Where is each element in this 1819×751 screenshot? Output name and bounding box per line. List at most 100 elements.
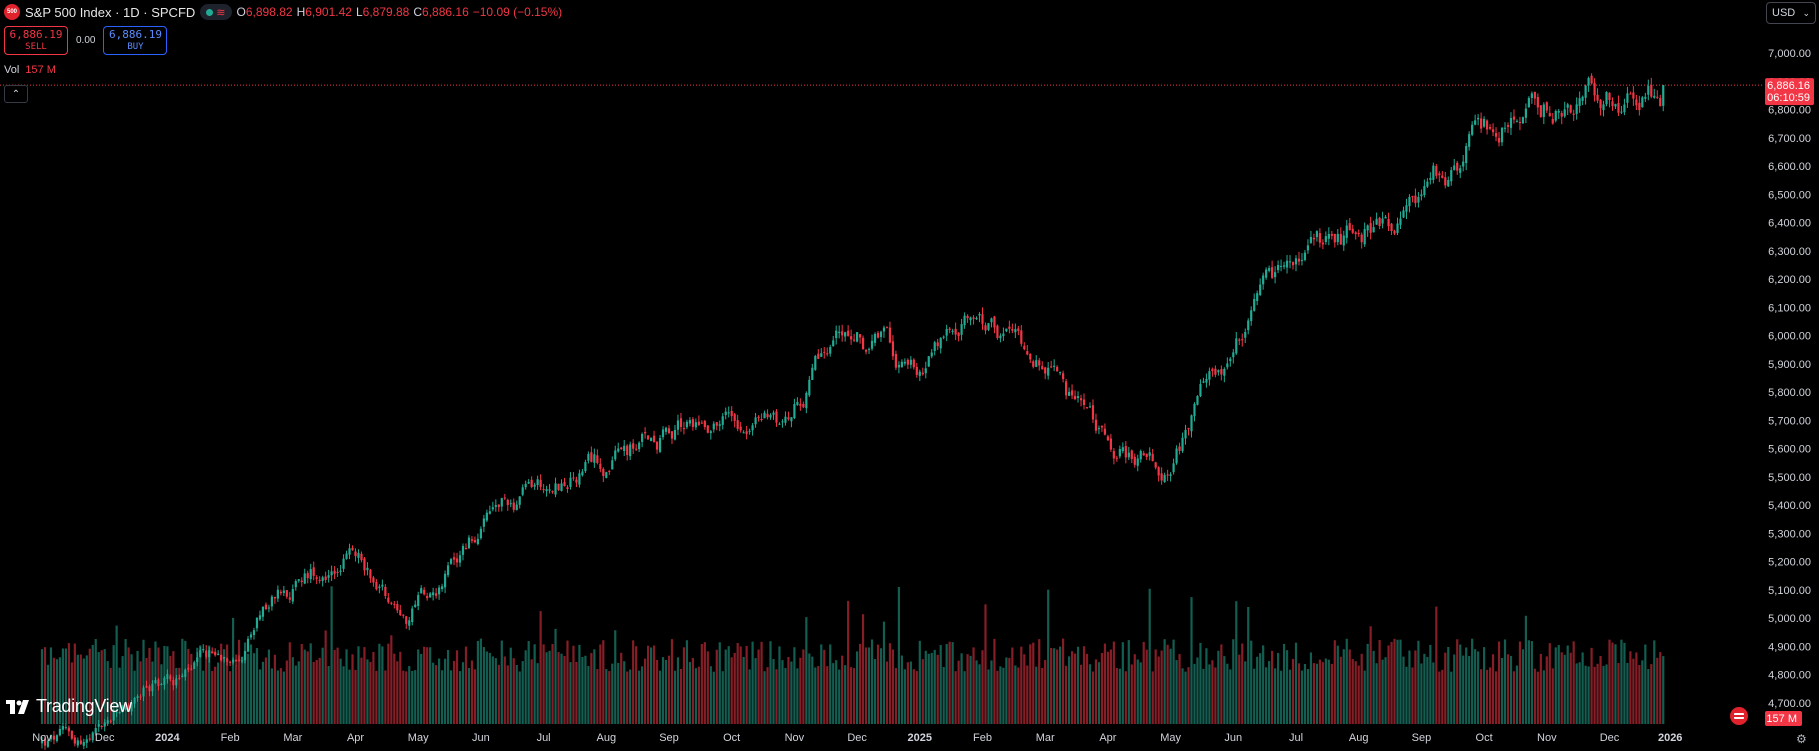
volume-bar bbox=[49, 647, 53, 724]
candle-body bbox=[921, 372, 924, 375]
candle-body bbox=[1444, 177, 1447, 186]
volume-bar bbox=[196, 647, 199, 724]
candle-body bbox=[1447, 180, 1450, 187]
volume-bar bbox=[423, 646, 426, 724]
volume-bar bbox=[1294, 642, 1298, 724]
symbol-title[interactable]: S&P 500 Index · 1D · SPCFD bbox=[25, 4, 196, 20]
candle-body bbox=[844, 332, 847, 337]
candle-body bbox=[757, 416, 760, 418]
candle-body bbox=[402, 614, 405, 616]
settings-gear-icon[interactable]: ⚙ bbox=[1796, 732, 1807, 746]
candle-body bbox=[112, 712, 115, 721]
candle-body bbox=[548, 489, 551, 491]
time-axis-label: Jun bbox=[1224, 732, 1242, 744]
candle-body bbox=[226, 658, 229, 662]
volume-bar bbox=[381, 646, 384, 724]
volume-bar bbox=[387, 643, 390, 724]
candle-body bbox=[1527, 97, 1530, 107]
candle-body bbox=[1575, 104, 1578, 114]
volume-bar bbox=[429, 647, 432, 724]
candle-body bbox=[1223, 368, 1226, 376]
candle-body bbox=[312, 567, 315, 576]
volume-bar bbox=[208, 645, 211, 724]
volume-bar bbox=[1483, 647, 1486, 724]
volume-bar bbox=[55, 659, 59, 724]
volume-bar bbox=[1390, 641, 1393, 724]
volume-bar bbox=[333, 649, 336, 724]
candle-body bbox=[1393, 230, 1396, 234]
candle-body bbox=[1644, 96, 1647, 99]
sell-button[interactable]: 6,886.19 SELL bbox=[4, 26, 68, 55]
candle-body bbox=[1103, 428, 1107, 435]
volume-bar bbox=[1259, 653, 1262, 724]
volume-bar bbox=[1035, 666, 1038, 724]
volume-bar bbox=[655, 659, 659, 724]
volume-bar bbox=[76, 654, 79, 724]
time-axis-label: Nov bbox=[785, 732, 805, 744]
volume-bar bbox=[521, 661, 524, 724]
candle-body bbox=[1226, 363, 1229, 368]
volume-bar bbox=[1369, 626, 1372, 724]
price-axis[interactable]: 7,000.006,900.006,800.006,700.006,600.00… bbox=[1768, 48, 1811, 710]
candle-body bbox=[1500, 127, 1504, 143]
candle-body bbox=[1524, 108, 1527, 118]
volume-bar bbox=[226, 644, 229, 724]
candle-body bbox=[712, 423, 715, 430]
candle-body bbox=[1405, 205, 1408, 212]
collapse-legend-button[interactable]: ⌃ bbox=[4, 85, 28, 103]
candle-body bbox=[945, 329, 948, 336]
candle-body bbox=[1497, 138, 1501, 143]
candle-body bbox=[1190, 415, 1193, 432]
candle-body bbox=[829, 346, 832, 354]
volume-bar bbox=[1509, 655, 1513, 724]
candle-body bbox=[223, 657, 226, 659]
volume-bar bbox=[1405, 666, 1408, 724]
candle-body bbox=[1426, 181, 1429, 187]
volume-bar bbox=[491, 656, 494, 724]
volume-bar bbox=[1038, 639, 1041, 724]
candle-body bbox=[942, 336, 945, 338]
candle-body bbox=[802, 403, 805, 408]
candle-body bbox=[623, 445, 626, 452]
volume-bar bbox=[408, 666, 411, 724]
currency-select[interactable]: USD ⌄ bbox=[1766, 2, 1816, 24]
volume-bar bbox=[372, 652, 375, 724]
buy-button[interactable]: 6,886.19 BUY bbox=[103, 26, 168, 55]
tradingview-logo[interactable]: TradingView bbox=[6, 696, 132, 717]
candle-body bbox=[160, 684, 163, 686]
candle-body bbox=[1202, 381, 1205, 383]
candle-body bbox=[1014, 329, 1017, 333]
candle-body bbox=[375, 581, 378, 590]
volume-bar bbox=[360, 657, 363, 724]
volume-bar bbox=[1020, 646, 1023, 724]
candle-body bbox=[1196, 396, 1199, 405]
volume-bar bbox=[1303, 663, 1307, 724]
volume-bar bbox=[297, 661, 300, 724]
volume-legend[interactable]: Vol 157 M bbox=[4, 64, 56, 76]
last-price-value: 6,886.16 bbox=[1767, 80, 1810, 92]
volume-bar bbox=[61, 648, 64, 724]
candle-body bbox=[721, 416, 724, 425]
candle-body bbox=[1599, 100, 1602, 109]
volume-bar bbox=[1339, 656, 1342, 724]
candle-body bbox=[1297, 258, 1301, 262]
volume-bar bbox=[1438, 671, 1441, 724]
candle-body bbox=[993, 316, 996, 328]
candle-body bbox=[94, 728, 97, 734]
volume-bar bbox=[1157, 656, 1160, 724]
volume-bar bbox=[294, 665, 297, 724]
volume-bar bbox=[614, 630, 617, 724]
candle-body bbox=[530, 479, 533, 487]
volume-bar bbox=[166, 646, 169, 724]
volume-bar bbox=[1091, 671, 1095, 724]
volume-bar bbox=[590, 653, 593, 724]
candle-body bbox=[972, 317, 975, 319]
volume-bar bbox=[1190, 597, 1193, 724]
market-status-pill[interactable]: ≋ bbox=[200, 4, 232, 20]
time-axis[interactable]: Nov Dec 2024 Feb Mar Apr May Jun Jul Aug Sep Oct Nov… bbox=[32, 732, 1682, 744]
volume-bar bbox=[1414, 650, 1417, 724]
candle-body bbox=[1465, 146, 1468, 164]
candle-body bbox=[393, 603, 396, 605]
candle-body bbox=[1650, 85, 1653, 97]
